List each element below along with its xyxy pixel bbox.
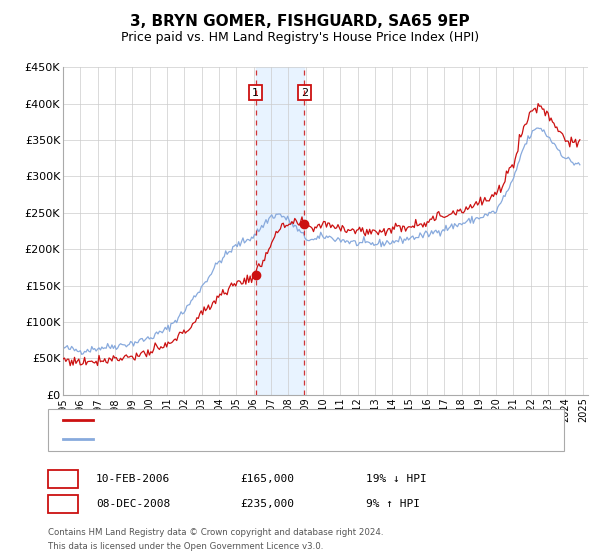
Text: 10-FEB-2006: 10-FEB-2006	[96, 474, 170, 484]
Text: £165,000: £165,000	[240, 474, 294, 484]
Text: HPI: Average price, detached house, Pembrokeshire: HPI: Average price, detached house, Pemb…	[99, 435, 369, 445]
Text: 3, BRYN GOMER, FISHGUARD, SA65 9EP (detached house): 3, BRYN GOMER, FISHGUARD, SA65 9EP (deta…	[99, 415, 401, 425]
Text: 19% ↓ HPI: 19% ↓ HPI	[366, 474, 427, 484]
Text: £235,000: £235,000	[240, 499, 294, 509]
Text: 1: 1	[252, 88, 259, 97]
Text: 08-DEC-2008: 08-DEC-2008	[96, 499, 170, 509]
Text: 3, BRYN GOMER, FISHGUARD, SA65 9EP: 3, BRYN GOMER, FISHGUARD, SA65 9EP	[130, 14, 470, 29]
Text: Contains HM Land Registry data © Crown copyright and database right 2024.: Contains HM Land Registry data © Crown c…	[48, 528, 383, 536]
Text: 9% ↑ HPI: 9% ↑ HPI	[366, 499, 420, 509]
Text: 1: 1	[59, 474, 67, 484]
Bar	[256, 67, 304, 395]
Text: 2: 2	[301, 88, 308, 97]
Text: This data is licensed under the Open Government Licence v3.0.: This data is licensed under the Open Gov…	[48, 542, 323, 550]
Text: Price paid vs. HM Land Registry's House Price Index (HPI): Price paid vs. HM Land Registry's House …	[121, 31, 479, 44]
Text: 2: 2	[59, 499, 67, 509]
